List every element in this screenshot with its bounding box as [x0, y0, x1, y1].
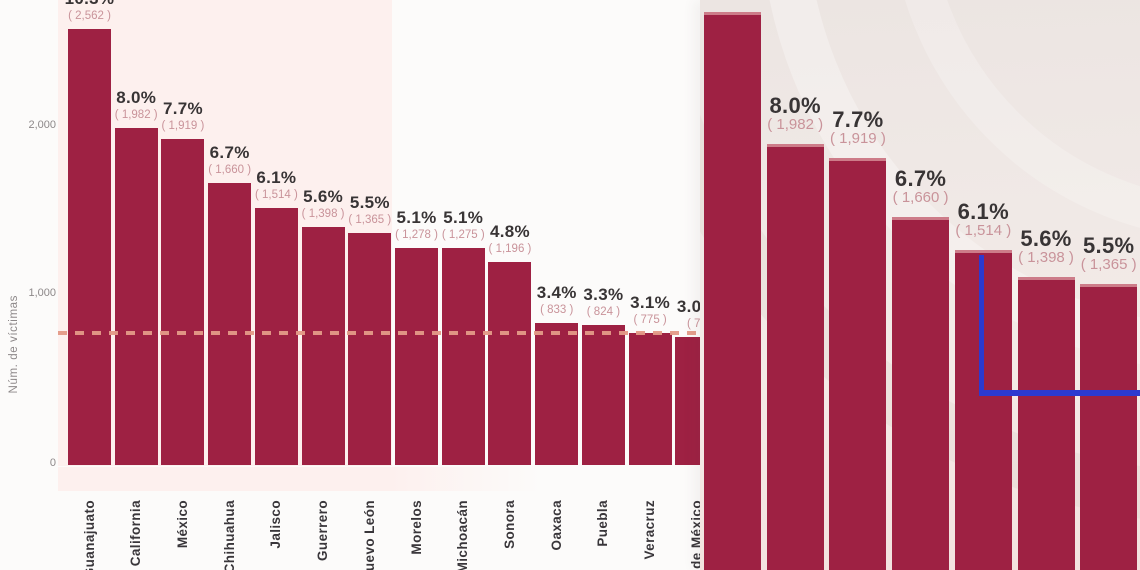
- bar-oaxaca: [535, 323, 579, 465]
- count-label: ( 1,365 ): [1080, 256, 1137, 273]
- percent-label: 6.1%: [957, 199, 1009, 224]
- percent-label: 4.8%: [489, 222, 530, 241]
- percent-label: 8.0%: [769, 93, 821, 118]
- count-label: ( 2,562 ): [68, 10, 111, 22]
- count-label: ( 1,398 ): [301, 208, 345, 220]
- x-axis-label: Sonora: [501, 500, 517, 549]
- bar-nuevo-le-n: [348, 233, 392, 465]
- bar-veracruz: [628, 333, 672, 465]
- zoom-bar: [829, 158, 887, 570]
- bar-michoac-n: [441, 248, 485, 465]
- percent-label: 8.0%: [116, 88, 157, 107]
- zoom-bar: [892, 217, 950, 570]
- count-label: ( 1,660 ): [892, 189, 949, 206]
- zoom-bar: [704, 12, 761, 570]
- count-label: ( 2,562 ): [700, 0, 781, 1]
- x-axis-label: Morelos: [408, 500, 424, 555]
- bar-sonora: [488, 262, 532, 465]
- count-label: ( 1,196 ): [488, 243, 532, 255]
- x-axis-label: Puebla: [595, 500, 611, 547]
- x-axis-label: México: [174, 500, 190, 549]
- count-label: ( 1,278 ): [395, 229, 438, 241]
- x-axis-label: Michoacán: [455, 500, 471, 570]
- blue-annotation-horizontal-line: [979, 390, 1140, 396]
- zoom-bar: [1017, 277, 1075, 570]
- bar-guerrero: [301, 227, 345, 465]
- x-axis-label: Veracruz: [642, 500, 658, 560]
- percent-label: 10.3%: [53, 0, 126, 9]
- percent-label: 7.7%: [832, 107, 884, 132]
- zoom-overlay: ( 2,562 )8.0%( 1,982 )7.7%( 1,919 )6.7%(…: [700, 0, 1140, 570]
- count-label: ( 775 ): [633, 314, 667, 326]
- count-label: ( 824 ): [586, 306, 621, 318]
- average-dashed-line: [58, 331, 702, 335]
- count-label: ( 1,275 ): [441, 229, 485, 241]
- count-label: ( 833 ): [540, 304, 574, 316]
- count-label: ( 1,982 ): [767, 116, 824, 133]
- count-label: ( 1,514 ): [955, 222, 1012, 239]
- bar-guanajuato: [68, 29, 111, 465]
- bar-chihuahua: [208, 183, 252, 465]
- count-label: ( 1,919 ): [161, 120, 205, 132]
- x-axis-label: Chihuahua: [221, 500, 237, 570]
- bar-puebla: [581, 325, 625, 465]
- bar-m-xico: [161, 139, 205, 465]
- zoom-bar: [766, 144, 824, 570]
- percent-label: 6.7%: [209, 143, 250, 162]
- count-label: ( 1,514 ): [254, 189, 298, 201]
- count-label: ( 1,365 ): [348, 214, 392, 226]
- bar-baja-california: [114, 128, 158, 465]
- percent-label: 5.6%: [303, 187, 344, 206]
- zoom-bar: [1080, 284, 1138, 570]
- y-tick-label: 2,000: [28, 119, 56, 131]
- y-tick-label: 0: [49, 457, 56, 469]
- bar-jalisco: [254, 208, 298, 465]
- percent-label: 6.1%: [256, 168, 297, 187]
- percent-label: 7.7%: [162, 99, 203, 118]
- x-axis-label: Nuevo León: [361, 500, 377, 570]
- percent-label: 3.3%: [583, 285, 624, 304]
- percent-label: 5.6%: [1020, 226, 1072, 251]
- percent-label: 5.5%: [349, 193, 390, 212]
- percent-label: 5.1%: [396, 208, 437, 227]
- x-axis-label: Oaxaca: [548, 500, 564, 551]
- x-axis-label: Baja California: [128, 500, 144, 570]
- bar-morelos: [395, 248, 439, 465]
- y-tick-label: 1,000: [28, 287, 56, 299]
- x-axis-label: Guerrero: [315, 500, 331, 561]
- count-label: ( 1,982 ): [114, 109, 158, 121]
- x-axis-label: Jalisco: [268, 500, 284, 549]
- percent-label: 5.5%: [1083, 233, 1135, 258]
- count-label: ( 1,660 ): [208, 164, 252, 176]
- blue-annotation-vertical-line: [979, 255, 984, 393]
- percent-label: 3.4%: [536, 283, 577, 302]
- count-label: ( 1,398 ): [1018, 249, 1074, 266]
- x-axis-label: Guanajuato: [81, 500, 97, 570]
- highlight-baseline-strip: [58, 467, 542, 491]
- percent-label: 5.1%: [443, 208, 484, 227]
- percent-label: 6.7%: [894, 166, 947, 191]
- count-label: ( 1,919 ): [829, 130, 886, 147]
- percent-label: 3.1%: [630, 293, 671, 312]
- y-axis-title: Núm. de víctimas: [8, 295, 20, 394]
